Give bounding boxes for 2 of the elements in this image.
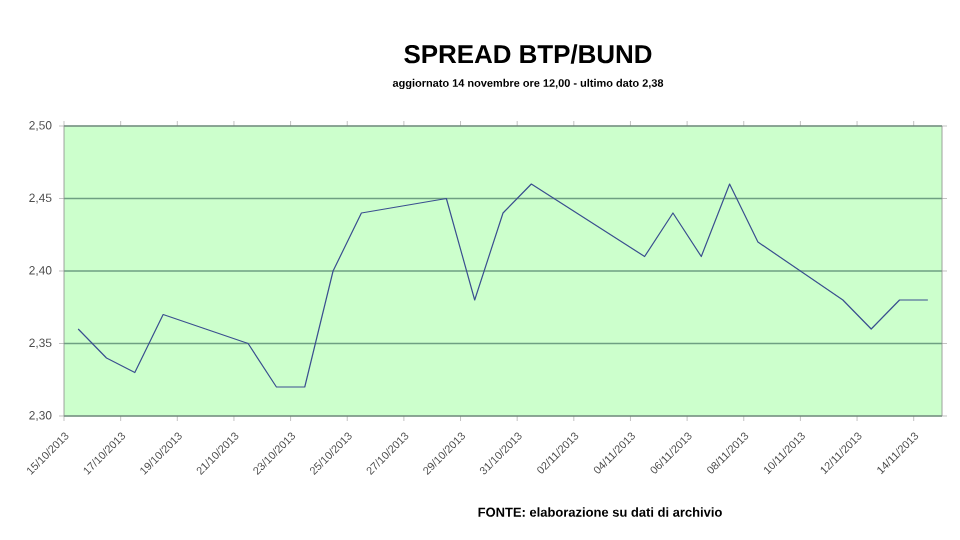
chart-title: SPREAD BTP/BUND xyxy=(404,44,652,64)
line-series xyxy=(77,183,929,388)
